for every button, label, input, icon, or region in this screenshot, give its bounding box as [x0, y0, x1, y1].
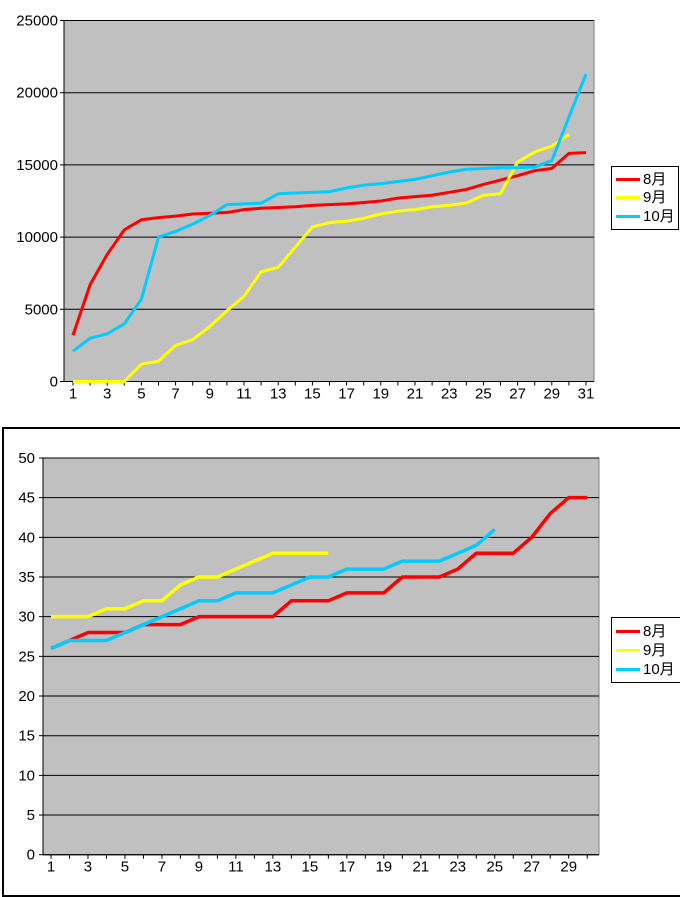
y-axis-label: 20000 [16, 85, 58, 102]
x-axis-label: 27 [509, 386, 526, 403]
legend-item-8月[interactable]: 8月 [616, 172, 674, 187]
legend-label: 8月 [643, 622, 667, 640]
y-axis-label: 15 [18, 728, 35, 745]
legend-item-10月[interactable]: 10月 [616, 661, 677, 677]
series-line-10月[interactable] [50, 528, 496, 651]
x-axis-label: 7 [171, 386, 179, 403]
x-axis-label: 9 [206, 386, 214, 403]
y-axis-label: 10 [18, 767, 35, 784]
line-chart-top[interactable]: 0 5000 10000 15000 20000 25000 1 3 5 7 9 11 13 15 17 19… [0, 0, 680, 426]
y-axis-label: 0 [27, 847, 35, 864]
legend-item-9月[interactable]: 9月 [616, 642, 677, 658]
line-chart-bottom[interactable]: 0 5 10 15 20 25 30 35 40 45 50 1 3 5 7 9 11 13 15 17 19 21 23 2… [2, 427, 680, 897]
y-axis-label: 10000 [16, 229, 58, 246]
y-axis-label: 20 [18, 688, 35, 705]
x-axis-label: 5 [121, 859, 129, 876]
x-axis-label: 13 [265, 859, 282, 876]
legend-item-9月[interactable]: 9月 [616, 190, 674, 205]
x-axis-label: 25 [475, 386, 492, 403]
x-axis-label: 17 [338, 386, 355, 403]
legend-line-swatch-icon [616, 667, 640, 671]
legend-label: 10月 [643, 207, 675, 225]
y-axis-label: 5000 [25, 301, 58, 318]
y-axis-label: 25 [18, 648, 35, 665]
x-axis-label: 9 [195, 859, 203, 876]
x-axis-label: 29 [543, 386, 560, 403]
x-axis-label: 3 [103, 386, 111, 403]
legend-line-swatch-icon [616, 214, 640, 218]
y-axis-label: 50 [18, 450, 35, 467]
legend-item-8月[interactable]: 8月 [616, 623, 677, 639]
x-axis-label: 19 [375, 859, 392, 876]
x-axis-label: 27 [523, 859, 540, 876]
legend-label: 10月 [643, 660, 675, 678]
x-axis-label: 21 [407, 386, 424, 403]
legend-item-10月[interactable]: 10月 [616, 207, 675, 225]
legend-line-swatch-icon [616, 196, 640, 200]
x-axis-label: 1 [47, 859, 55, 876]
y-axis-label: 25000 [16, 13, 58, 30]
x-axis-label: 11 [236, 386, 252, 403]
x-axis-label: 15 [304, 386, 321, 403]
y-axis-label: 30 [18, 609, 35, 626]
series-line-9月[interactable] [73, 133, 570, 383]
series-line-8月[interactable] [71, 151, 587, 336]
x-axis-label: 5 [137, 386, 145, 403]
x-axis-label: 1 [69, 386, 77, 403]
x-axis-label: 23 [441, 386, 458, 403]
line-chart-top-legend[interactable]: 8月 9月 10月 [611, 166, 679, 230]
legend-line-swatch-icon [616, 648, 640, 652]
legend-line-swatch-icon [616, 629, 640, 633]
x-axis-label: 29 [560, 859, 577, 876]
legend-label: 8月 [643, 171, 667, 189]
x-axis-label: 19 [372, 386, 389, 403]
y-axis-label: 35 [18, 569, 35, 586]
x-axis-label: 23 [449, 859, 466, 876]
x-axis-label: 31 [578, 386, 595, 403]
series-line-9月[interactable] [51, 551, 329, 619]
y-axis-label: 40 [18, 529, 35, 546]
y-axis-label: 15000 [16, 157, 58, 174]
line-chart-bottom-legend[interactable]: 8月 9月 10月 [611, 617, 680, 683]
x-axis-label: 21 [412, 859, 429, 876]
plot-area [63, 20, 595, 382]
series-line-10月[interactable] [72, 73, 588, 353]
x-axis-label: 7 [158, 859, 166, 876]
legend-label: 9月 [643, 189, 667, 207]
x-axis-label: 3 [84, 859, 92, 876]
x-axis-label: 13 [270, 386, 287, 403]
legend-label: 9月 [643, 641, 667, 659]
x-axis-label: 25 [486, 859, 503, 876]
x-axis-label: 17 [338, 859, 355, 876]
y-axis-label: 5 [27, 807, 35, 824]
x-axis-label: 11 [228, 859, 244, 876]
x-axis-label: 15 [302, 859, 319, 876]
y-axis-label: 45 [18, 490, 35, 507]
legend-line-swatch-icon [616, 178, 640, 182]
y-axis-label: 0 [50, 374, 58, 391]
